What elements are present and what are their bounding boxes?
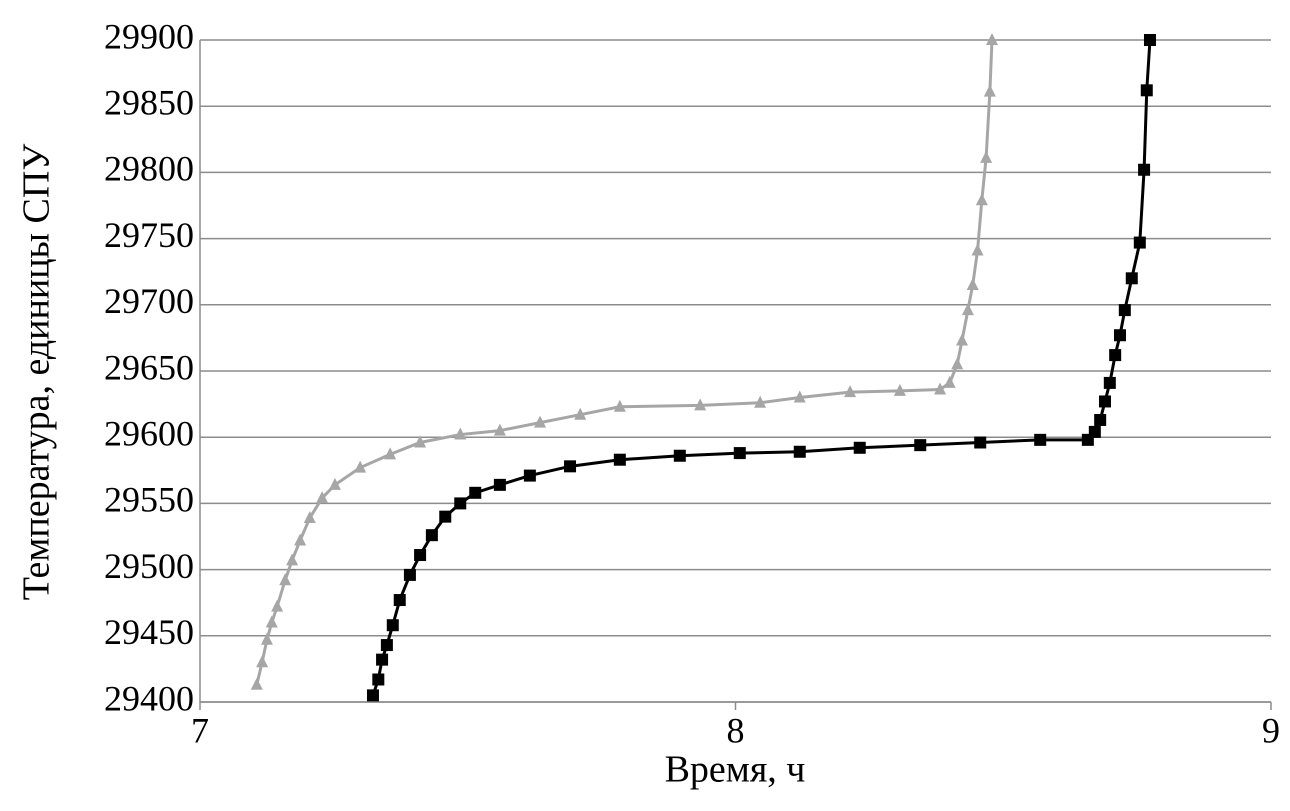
marker (1138, 163, 1151, 176)
marker (439, 510, 452, 523)
y-tick-label: 29750 (104, 215, 194, 255)
series-line (371, 39, 1152, 696)
marker (1103, 376, 1116, 389)
marker (414, 435, 427, 448)
marker (386, 619, 399, 632)
marker (943, 375, 956, 388)
marker (564, 460, 577, 473)
marker (376, 653, 389, 666)
marker (986, 33, 999, 45)
marker (971, 243, 984, 256)
marker (951, 357, 964, 370)
marker (974, 436, 987, 449)
marker (694, 398, 707, 411)
marker (956, 333, 969, 346)
marker (1125, 272, 1138, 285)
x-tick-label: 9 (1262, 710, 1280, 750)
marker (279, 573, 292, 586)
marker (1098, 395, 1111, 408)
x-axis-title: Время, ч (665, 749, 806, 791)
y-tick-label: 29550 (104, 480, 194, 520)
y-tick-label: 29700 (104, 281, 194, 321)
marker (975, 193, 988, 206)
marker (893, 383, 906, 396)
marker (380, 639, 393, 652)
marker (354, 460, 367, 473)
marker (493, 478, 506, 491)
marker (366, 689, 379, 702)
marker (844, 385, 857, 398)
marker (260, 632, 273, 645)
marker (1094, 413, 1107, 426)
marker (934, 382, 947, 395)
marker (303, 510, 316, 523)
marker (250, 677, 263, 690)
marker (1034, 433, 1047, 446)
marker (1133, 236, 1146, 249)
marker (328, 477, 341, 490)
marker (316, 491, 329, 504)
y-axis-title: Температура, единицы СПУ (16, 144, 58, 601)
marker (574, 407, 587, 420)
marker (393, 594, 406, 607)
y-tick-label: 29900 (104, 16, 194, 56)
marker (980, 150, 993, 163)
marker (469, 486, 482, 499)
marker (1109, 349, 1122, 362)
marker (265, 615, 278, 628)
marker (403, 568, 416, 581)
marker (793, 445, 806, 458)
marker (966, 277, 979, 290)
marker (454, 497, 467, 510)
marker (1113, 329, 1126, 342)
y-tick-label: 29400 (104, 678, 194, 718)
marker (914, 439, 927, 452)
y-tick-label: 29800 (104, 149, 194, 189)
marker (384, 447, 397, 460)
series-line (255, 39, 994, 686)
y-tick-label: 29450 (104, 612, 194, 652)
y-tick-label: 29850 (104, 82, 194, 122)
marker (613, 453, 626, 466)
marker (425, 529, 438, 542)
marker (271, 599, 284, 612)
marker (613, 399, 626, 412)
marker (1118, 304, 1131, 317)
marker (493, 423, 506, 436)
marker (754, 395, 767, 408)
y-tick-label: 29500 (104, 546, 194, 586)
x-tick-label: 7 (191, 710, 209, 750)
y-tick-label: 29600 (104, 413, 194, 453)
marker (1140, 84, 1153, 97)
marker (1143, 34, 1156, 46)
marker (673, 449, 686, 462)
y-tick-label: 29650 (104, 347, 194, 387)
marker (534, 415, 547, 428)
marker (523, 469, 536, 482)
marker (414, 549, 427, 562)
marker (294, 533, 307, 546)
x-tick-label: 8 (727, 710, 745, 750)
marker (372, 673, 385, 686)
marker (1088, 425, 1101, 438)
marker (256, 655, 269, 668)
marker (793, 390, 806, 403)
marker (733, 447, 746, 460)
marker (853, 441, 866, 454)
marker (961, 303, 974, 316)
marker (286, 553, 299, 566)
marker (983, 84, 996, 97)
marker (454, 427, 467, 440)
